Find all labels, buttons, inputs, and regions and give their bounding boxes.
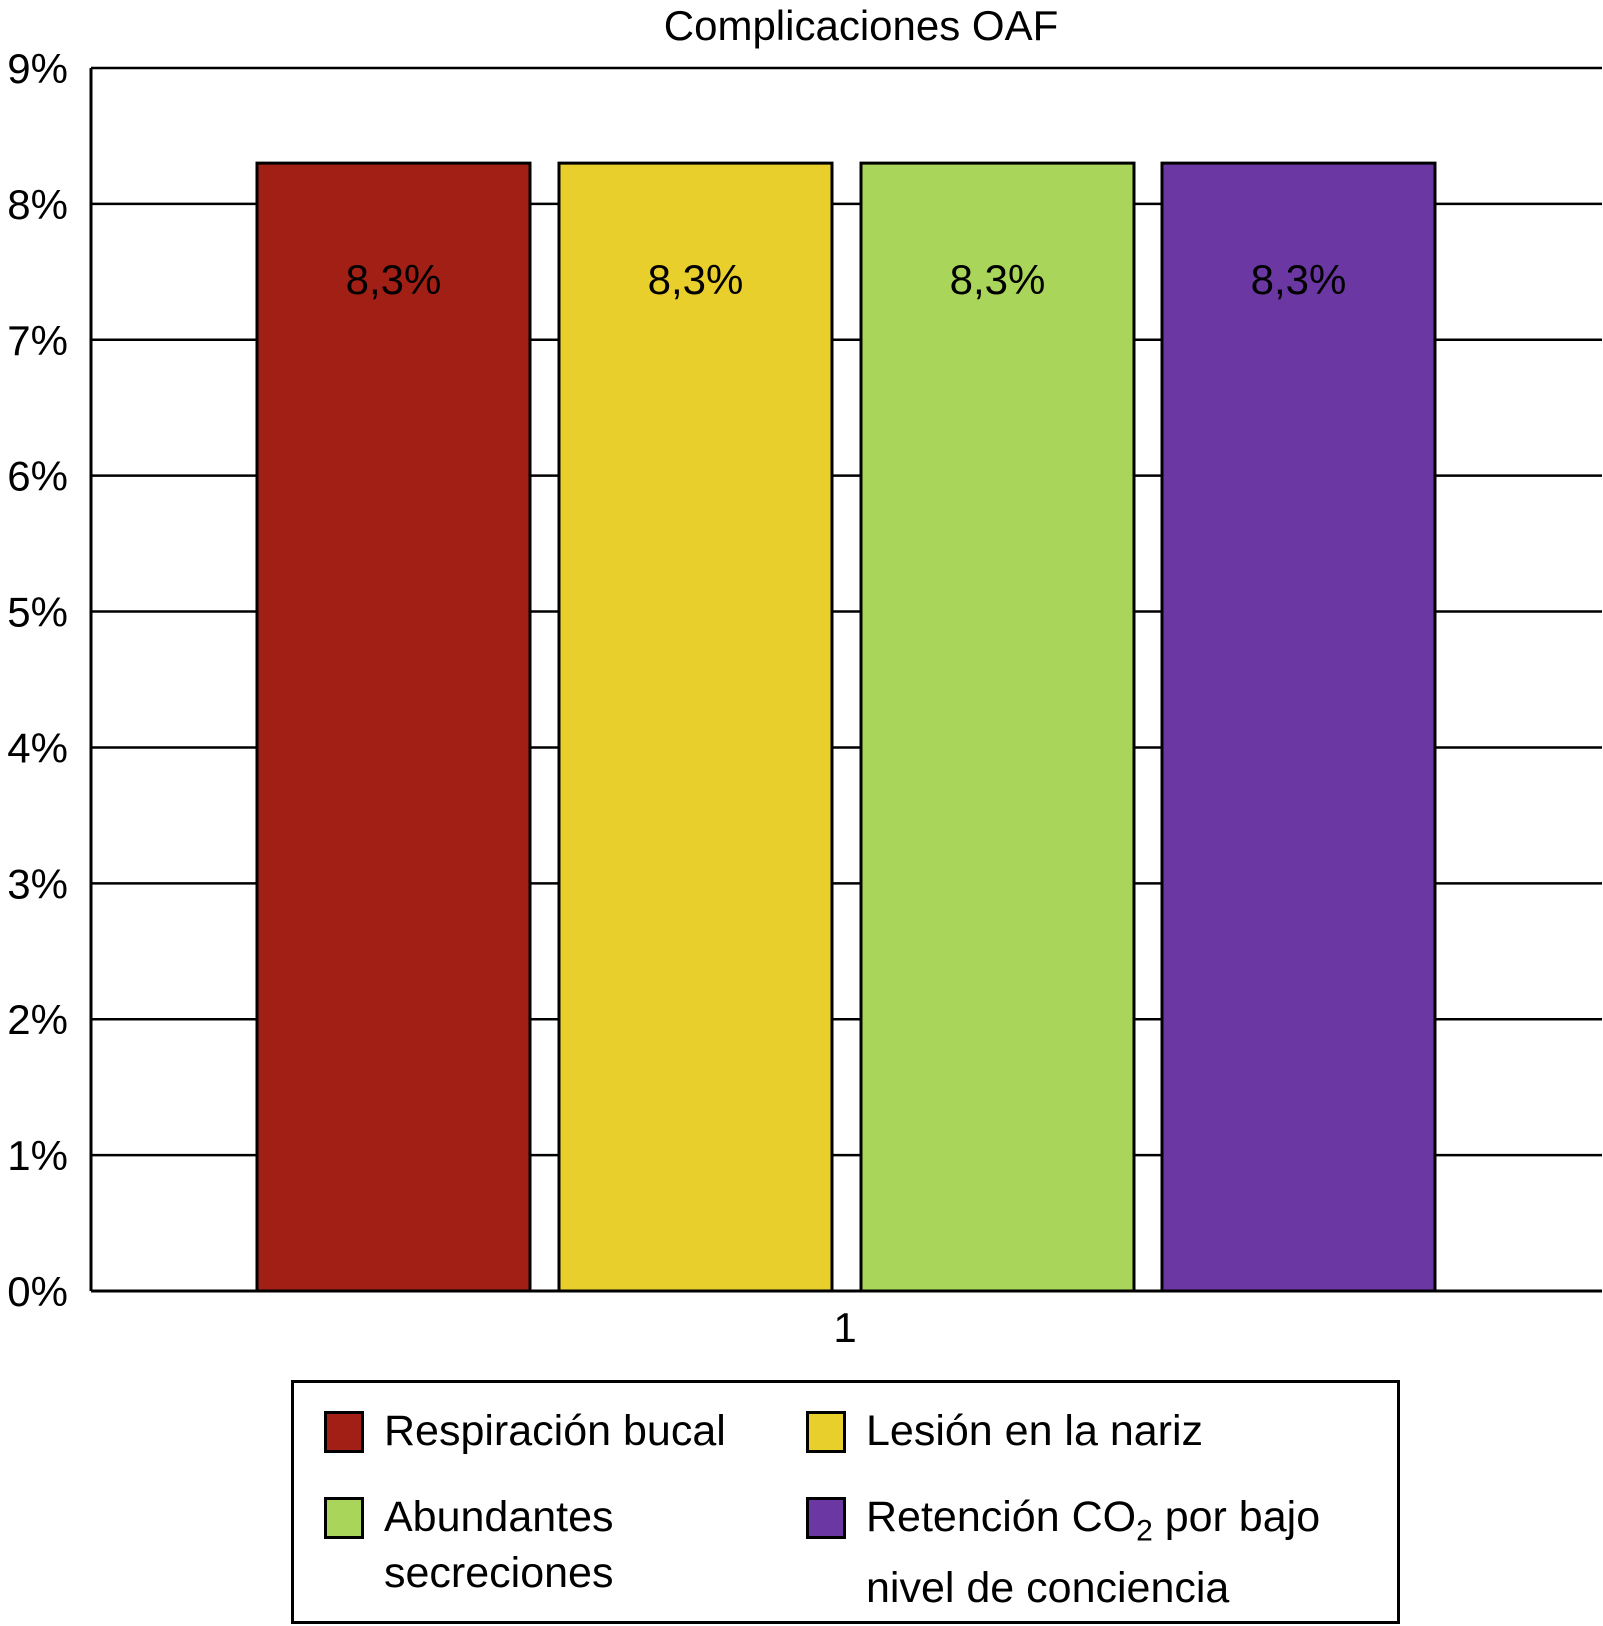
- y-tick-label: 9%: [7, 45, 68, 92]
- legend-label: Abundantes: [384, 1493, 614, 1541]
- bar: [859, 161, 1136, 1293]
- legend-swatch: [324, 1497, 364, 1539]
- legend-subscript: 2: [1136, 1514, 1153, 1548]
- y-tick-label: 1%: [7, 1132, 68, 1179]
- x-tick-label: 1: [833, 1304, 856, 1351]
- bar-value-label: 8,3%: [1251, 256, 1347, 303]
- legend-item-retencion-co2: Retención CO2 por bajo nivel de concienci…: [806, 1489, 1320, 1616]
- bar-value-label: 8,3%: [950, 256, 1046, 303]
- bar: [255, 161, 532, 1293]
- bar-value-label: 8,3%: [648, 256, 744, 303]
- bar: [557, 161, 834, 1293]
- legend-item-respiracion-bucal: Respiración bucal: [324, 1403, 726, 1459]
- legend-label: secreciones: [384, 1549, 614, 1597]
- legend-swatch: [324, 1411, 364, 1453]
- legend-label: por bajo: [1152, 1493, 1321, 1541]
- legend-label: Respiración bucal: [384, 1407, 726, 1455]
- legend-swatch: [806, 1497, 846, 1539]
- bar: [1160, 161, 1437, 1293]
- y-tick-label: 2%: [7, 996, 68, 1043]
- legend-item-abundantes-secreciones: Abundantes secreciones: [324, 1489, 614, 1601]
- bar-value-label: 8,3%: [346, 256, 442, 303]
- y-tick-label: 0%: [7, 1268, 68, 1315]
- legend-item-lesion-nariz: Lesión en la nariz: [806, 1403, 1203, 1459]
- y-tick-label: 6%: [7, 453, 68, 500]
- bar-chart-plot: Complicaciones OAF 0%1%2%3%4%5%6%7%8%9% …: [7, 2, 1602, 1351]
- legend-label: nivel de conciencia: [866, 1563, 1230, 1612]
- y-tick-label: 4%: [7, 724, 68, 771]
- legend-swatch: [806, 1411, 846, 1453]
- legend-label: Lesión en la nariz: [866, 1407, 1204, 1455]
- legend: Respiración bucal Lesión en la nariz Abu…: [291, 1380, 1400, 1624]
- y-tick-label: 7%: [7, 317, 68, 364]
- y-tick-label: 8%: [7, 181, 68, 228]
- chart-title: Complicaciones OAF: [664, 2, 1058, 49]
- y-tick-label: 5%: [7, 589, 68, 636]
- legend-label: Retención CO: [866, 1493, 1137, 1541]
- y-tick-label: 3%: [7, 860, 68, 907]
